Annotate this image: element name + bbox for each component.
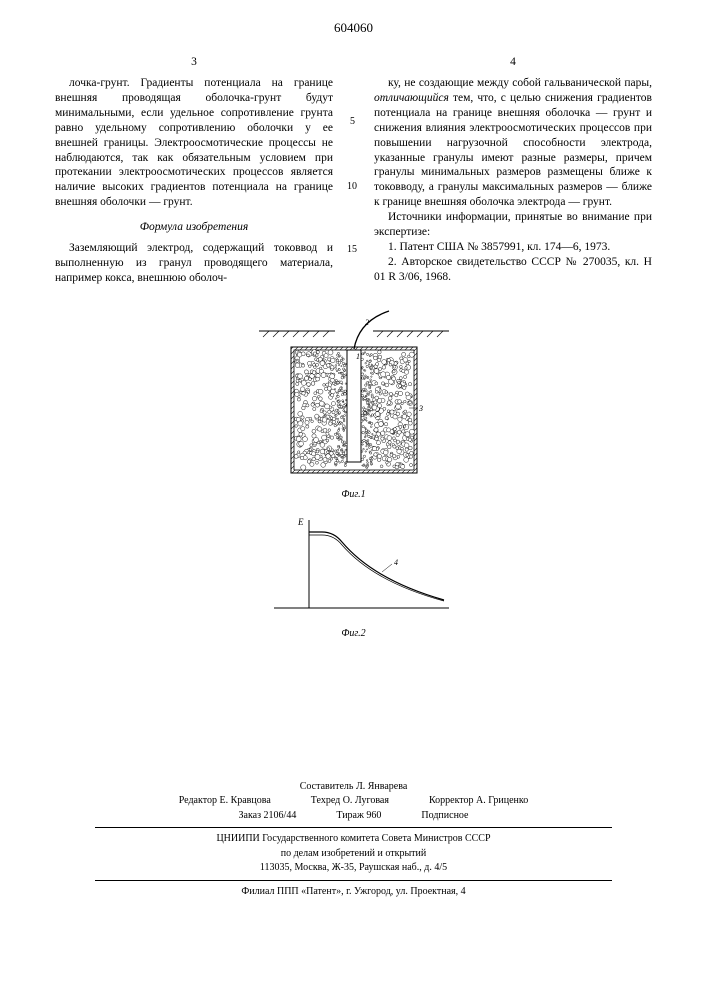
left-para-2: Заземляющий электрод, содержащий токовво… <box>55 241 333 286</box>
left-page-num: 3 <box>55 55 333 70</box>
svg-text:3: 3 <box>418 404 423 413</box>
patent-number: 604060 <box>55 20 652 37</box>
right-para-1b: отличающийся <box>374 92 449 104</box>
figure-2: E 4 Фиг.2 <box>55 510 652 640</box>
addr-2: Филиал ППП «Патент», г. Ужгород, ул. Про… <box>55 885 652 900</box>
left-para-1: лочка-грунт. Градиенты потенциала на гра… <box>55 76 333 210</box>
addr-1: 113035, Москва, Ж-35, Раушская наб., д. … <box>55 861 652 876</box>
fig1-caption: Фиг.1 <box>259 488 449 501</box>
page: 604060 3 лочка-грунт. Градиенты потенциа… <box>0 0 707 1000</box>
right-para-2: Источники информации, принятые во вниман… <box>374 210 652 240</box>
right-column: 4 ку, не создающие между собой гальванич… <box>374 55 652 286</box>
line-num-10: 10 <box>347 180 357 193</box>
figure-2-svg: E 4 <box>254 510 454 620</box>
left-column: 3 лочка-грунт. Градиенты потенциала на г… <box>55 55 333 286</box>
svg-text:4: 4 <box>394 558 398 567</box>
line-num-5: 5 <box>350 115 355 128</box>
tech-editor: Техред О. Луговая <box>311 794 389 809</box>
editor: Редактор Е. Кравцова <box>179 794 271 809</box>
two-column-text: 3 лочка-грунт. Градиенты потенциала на г… <box>55 55 652 286</box>
fig2-caption: Фиг.2 <box>55 627 652 640</box>
credits-block: Составитель Л. Январева Редактор Е. Крав… <box>55 780 652 900</box>
right-para-1a: ку, не создающие между собой гальваничес… <box>388 77 652 89</box>
figure-1: 1 2 3 Фиг.1 <box>259 311 449 501</box>
compiler: Составитель Л. Январева <box>55 780 652 795</box>
ref-1: 1. Патент США № 3857991, кл. 174—6, 1973… <box>374 240 652 255</box>
formula-title: Формула изобретения <box>55 220 333 235</box>
credits-divider-2 <box>95 880 612 881</box>
svg-text:2: 2 <box>365 318 369 327</box>
order-num: Заказ 2106/44 <box>239 809 297 824</box>
right-para-1c: тем, что, с целью снижения градиентов по… <box>374 92 652 209</box>
line-num-15: 15 <box>347 243 357 256</box>
right-para-1: ку, не создающие между собой гальваничес… <box>374 76 652 210</box>
figure-1-svg: 1 2 3 <box>259 311 449 481</box>
ref-2: 2. Авторское свидетельство СССР № 270035… <box>374 255 652 285</box>
figures-area: 1 2 3 Фиг.1 E 4 Фиг.2 <box>55 311 652 640</box>
subscribe: Подписное <box>421 809 468 824</box>
org-2: по делам изобретений и открытий <box>55 847 652 862</box>
svg-text:E: E <box>297 517 304 527</box>
org-1: ЦНИИПИ Государственного комитета Совета … <box>55 832 652 847</box>
tirazh: Тираж 960 <box>336 809 381 824</box>
right-page-num: 4 <box>374 55 652 70</box>
corrector: Корректор А. Гриценко <box>429 794 528 809</box>
credits-divider-1 <box>95 827 612 828</box>
svg-text:1: 1 <box>356 352 360 361</box>
